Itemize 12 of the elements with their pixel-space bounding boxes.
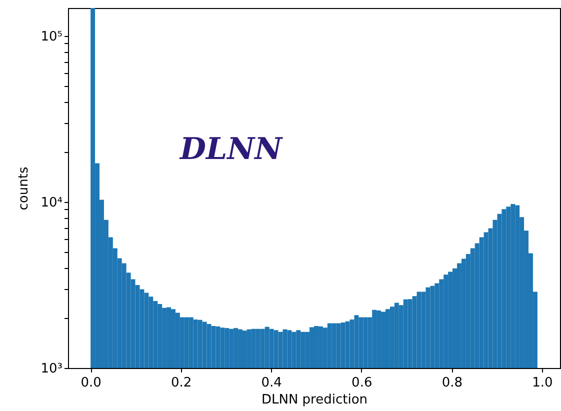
y-tick-label: 10⁴ — [40, 195, 62, 210]
x-tick-label: 1.0 — [532, 376, 553, 390]
x-tick-label: 0.2 — [171, 376, 192, 390]
y-tick-label: 10⁵ — [40, 29, 62, 44]
x-tick-label: 0.6 — [352, 376, 372, 390]
y-axis-title: counts — [16, 166, 32, 210]
x-axis-title: DLNN prediction — [261, 392, 368, 408]
y-tick-label: 10³ — [40, 362, 62, 376]
x-tick-label: 0.4 — [261, 376, 282, 390]
x-tick-label: 0.8 — [442, 376, 463, 390]
annotation: DLNN — [179, 132, 284, 167]
x-tick-label: 0.0 — [80, 376, 102, 390]
